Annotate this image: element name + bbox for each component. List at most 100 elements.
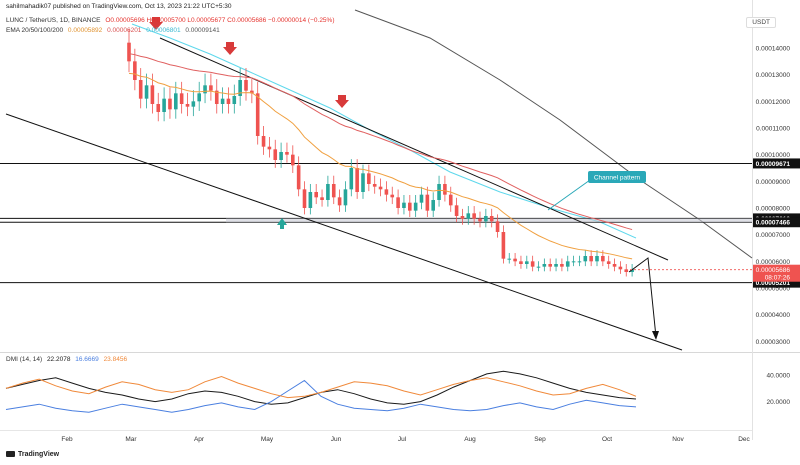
plus-di-value: 16.6669 <box>75 356 99 363</box>
time-tick-label: Feb <box>61 436 73 443</box>
candle-body <box>238 80 242 96</box>
candle-body <box>279 152 283 160</box>
candle-body <box>548 264 552 267</box>
ema50-line <box>128 53 633 231</box>
price-level-tag: 0.00009671 <box>756 161 791 168</box>
candle-body <box>408 202 412 211</box>
candle-body <box>232 96 237 104</box>
currency-button[interactable]: USDT <box>746 17 776 28</box>
symbol-label[interactable]: LUNC / TetherUS, 1D, BINANCE <box>6 17 101 24</box>
candle-body <box>484 216 488 222</box>
chart-publish-title: sahilmahadik07 published on TradingView.… <box>6 3 232 10</box>
candle-body <box>138 80 143 99</box>
price-tick-label: 0.00014000 <box>756 46 791 53</box>
candle-body <box>250 90 254 94</box>
candle-body <box>589 256 593 262</box>
candle-body <box>560 264 564 267</box>
candle-body <box>472 213 476 219</box>
price-level-tag-bg <box>753 217 800 228</box>
dmi-tick-label: 20.0000 <box>767 399 791 406</box>
candle-body <box>150 85 155 104</box>
ema50-value: 0.00006201 <box>107 27 142 34</box>
bearish-arrow-icon <box>335 95 349 108</box>
candle-body <box>326 184 330 200</box>
current-price-tag-bg <box>753 264 800 282</box>
ema20-value: 0.00005892 <box>67 27 103 34</box>
tradingview-logo[interactable]: TradingView <box>6 451 59 458</box>
candle-body <box>601 256 605 262</box>
price-tick-label: 0.00004000 <box>756 312 791 319</box>
projection-arrowhead-icon <box>652 331 659 340</box>
adx-line <box>5 370 637 405</box>
candle-body <box>203 85 207 94</box>
candle-body <box>554 264 558 267</box>
candle-body <box>530 261 535 267</box>
candle-body <box>168 98 172 110</box>
candle-body <box>431 200 435 211</box>
candle-body <box>179 93 184 104</box>
price-tick-label: 0.00006000 <box>756 259 791 266</box>
tradingview-logo-icon <box>6 451 15 457</box>
price-level-tag-bg <box>753 158 800 169</box>
ema-legend[interactable]: EMA 20/50/100/200 0.00005892 0.00006201 … <box>6 27 223 34</box>
candle-body <box>343 189 348 206</box>
candle-body <box>571 261 576 263</box>
candle-body <box>495 221 500 232</box>
dmi-label: DMI (14, 14) <box>6 356 43 363</box>
candle-body <box>291 154 295 166</box>
candle-body <box>413 202 418 211</box>
candle-body <box>519 261 523 264</box>
candle-body <box>501 232 506 259</box>
candle-body <box>133 61 137 80</box>
candle-body <box>296 165 301 190</box>
candle-body <box>127 42 131 62</box>
annotation-pointer <box>547 179 591 211</box>
adx-value: 22.2078 <box>46 356 71 363</box>
candle-body <box>267 146 272 150</box>
candle-body <box>577 261 582 263</box>
channel-lower-line <box>5 113 683 351</box>
time-tick-label: May <box>261 436 274 443</box>
bearish-arrow-icon <box>223 42 237 55</box>
candle-body <box>355 168 359 192</box>
ema20-line <box>128 72 633 260</box>
candle-body <box>630 269 634 272</box>
time-tick-label: Nov <box>672 436 684 443</box>
time-tick-label: Mar <box>125 436 137 443</box>
candle-body <box>156 104 161 112</box>
candle-body <box>220 98 225 104</box>
time-tick-label: Dec <box>738 436 750 443</box>
candle-body <box>261 136 266 147</box>
candle-body <box>314 192 318 198</box>
candle-body <box>372 184 377 187</box>
candle-body <box>390 194 395 198</box>
annotation-box <box>588 171 646 183</box>
ema100-value: 0.00006801 <box>146 27 181 34</box>
candle-body <box>443 184 447 195</box>
candle-body <box>331 184 336 198</box>
candle-body <box>162 98 166 112</box>
candle-body <box>308 192 313 208</box>
candle-body <box>419 194 424 203</box>
candle-body <box>542 264 547 267</box>
candle-body <box>402 202 406 208</box>
candle-body <box>466 213 471 219</box>
price-tick-label: 0.00007000 <box>756 232 791 239</box>
candle-body <box>536 266 541 268</box>
candle-body <box>507 258 512 260</box>
time-tick-label: Oct <box>602 436 612 443</box>
price-tick-label: 0.00008000 <box>756 206 791 213</box>
candle-body <box>349 168 354 190</box>
ema200-value: 0.00009141 <box>185 27 220 34</box>
candle-body <box>384 189 389 195</box>
annotation-text: Channel pattern <box>594 175 641 182</box>
price-tick-label: 0.00011000 <box>756 126 790 133</box>
dmi-legend[interactable]: DMI (14, 14) 22.2078 16.6669 23.8456 <box>6 356 130 363</box>
candle-body <box>624 269 629 272</box>
candle-body <box>612 264 617 267</box>
current-price-tag: 0.00005686 <box>756 267 791 274</box>
candle-body <box>583 256 588 262</box>
price-tick-label: 0.00012000 <box>756 99 791 106</box>
